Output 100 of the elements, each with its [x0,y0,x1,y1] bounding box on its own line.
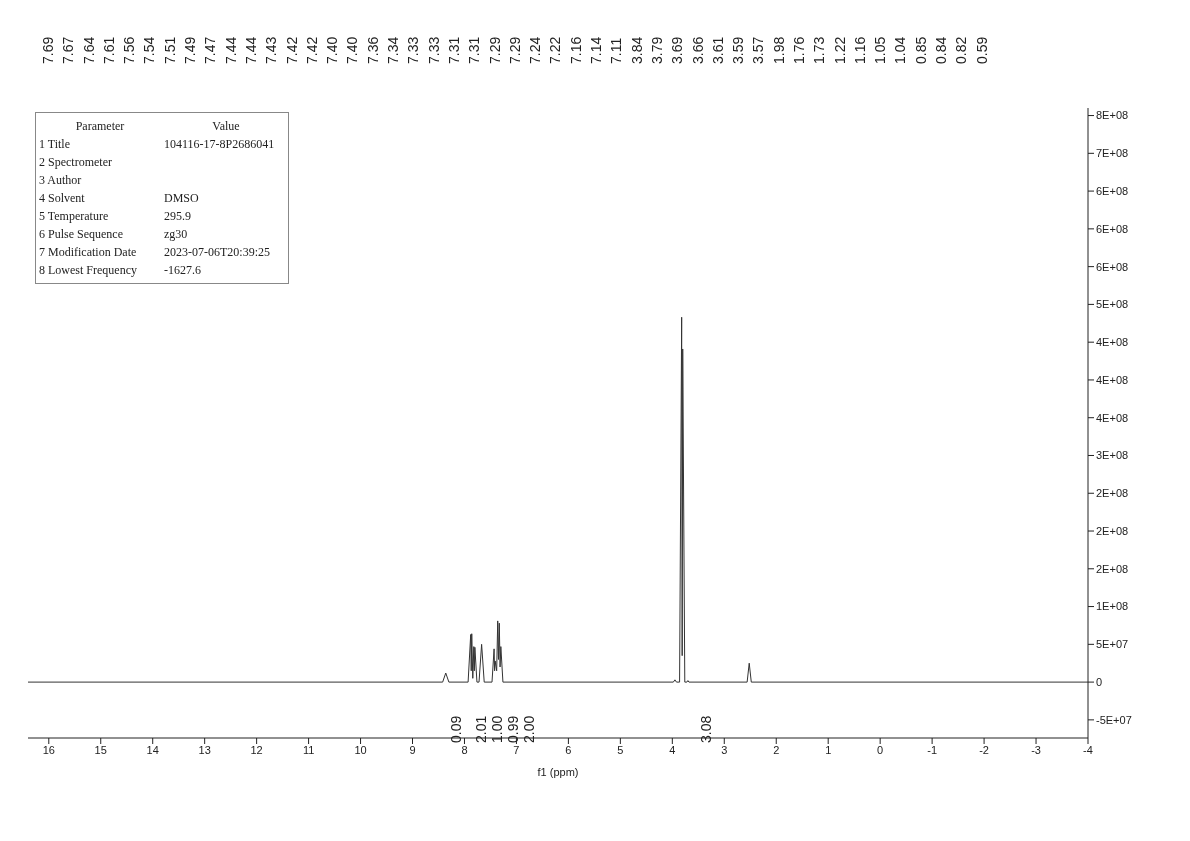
x-tick-label: 5 [617,743,624,756]
x-tick-label: 7 [513,743,520,756]
annotation: zg30 [163,226,189,242]
text: 7.44 [222,36,239,64]
text: 3.59 [730,36,747,64]
text: 7.40 [324,36,341,64]
text: 0.59 [973,36,990,64]
annotation: 3.08 [698,715,714,743]
annotation: Parameter [74,118,126,134]
text: 7.43 [263,36,280,64]
x-tick-label: -2 [979,743,989,756]
text: 7.40 [344,36,361,64]
annotation: 5 Temperature [38,208,110,224]
text: 7.42 [283,36,300,64]
text: 0.82 [953,36,970,64]
text: 7.33 [405,36,422,64]
text: 7.56 [121,36,138,64]
annotation: 295.9 [163,208,193,224]
text: 7.69 [40,36,56,64]
text: 7.61 [100,36,117,64]
annotation: 0.09 [448,715,464,743]
x-axis-title: f1 (ppm) [537,766,579,778]
y-tick-label: 4E+08 [1096,336,1129,349]
text: 3.61 [709,36,726,64]
x-tick-label: 9 [409,743,416,756]
text: 7.31 [466,36,483,64]
x-tick-label: -1 [927,743,938,756]
text: 3.66 [689,36,706,64]
text: 0.84 [933,36,950,64]
text: 1.73 [811,36,828,64]
y-tick-label: 8E+08 [1096,109,1129,122]
text: 3.84 [628,36,645,64]
x-tick-label: 10 [354,743,367,756]
text: 7.42 [303,36,320,64]
text: 1.22 [831,36,848,64]
x-tick-label: 0 [877,743,884,756]
annotation: 7 Modification Date [38,244,138,260]
text: 7.22 [547,36,564,64]
y-tick-label: 2E+08 [1096,524,1129,537]
annotation: 2023-07-06T20:39:25 [163,244,272,260]
text: 7.31 [445,36,462,64]
text: 7.49 [182,36,199,64]
text: 7.47 [202,36,219,64]
y-tick-label: 6E+08 [1096,260,1129,273]
annotation: 4 Solvent [38,190,86,206]
annotation: 1 Title [38,136,72,152]
y-tick-label: 4E+08 [1096,373,1129,386]
y-tick-label: 2E+08 [1096,562,1129,575]
text: 1.05 [872,36,889,64]
y-tick-label: 3E+08 [1096,449,1129,462]
text: 7.24 [527,36,544,64]
annotation: 104116-17-8P2686041 [163,136,276,152]
annotation: DMSO [163,190,200,206]
x-tick-label: -3 [1031,743,1041,756]
line-series [28,316,1088,683]
annotation: 6 Pulse Sequence [38,226,124,242]
text: 3.69 [669,36,686,64]
x-tick-label: 2 [773,743,780,756]
y-tick-label: 6E+08 [1096,222,1129,235]
x-tick-label: 3 [721,743,728,756]
text: 7.67 [60,36,77,64]
text: 3.57 [750,36,767,64]
y-tick-label: 2E+08 [1096,487,1129,500]
text: 7.11 [608,37,625,64]
x-tick-label: 15 [94,743,107,756]
text: 1.16 [851,36,868,64]
text: 7.16 [567,36,584,64]
text: 7.54 [141,36,158,64]
text: 7.64 [80,36,97,64]
text: 7.29 [506,36,523,64]
annotation: 0.99 [505,715,521,743]
text: 7.34 [385,36,402,64]
x-tick-label: 4 [669,743,676,756]
y-tick-label: 1E+08 [1096,600,1129,613]
y-tick-label: 4E+08 [1096,411,1129,424]
x-tick-label: 14 [146,743,159,756]
y-tick-label: 0 [1096,676,1103,689]
text: 7.29 [486,36,503,64]
y-tick-label: 5E+07 [1096,638,1129,651]
annotation: 2.00 [521,715,537,743]
annotation: -1627.6 [163,262,203,278]
x-tick-label: 16 [42,743,55,756]
text: 0.85 [912,36,929,64]
annotation: 1.00 [489,715,505,743]
x-tick-label: 8 [461,743,468,756]
text: 7.33 [425,36,442,64]
x-tick-label: 11 [302,743,315,756]
text: 1.04 [892,36,909,64]
y-tick-label: 6E+08 [1096,185,1129,197]
x-tick-label: 1 [825,743,832,756]
x-tick-label: -4 [1083,743,1093,756]
annotation: 3 Author [38,172,83,188]
annotation: 2 Spectrometer [38,154,113,170]
y-tick-label: -5E+07 [1096,713,1132,726]
annotation: 8 Lowest Frequency [38,262,138,278]
x-tick-label: 12 [250,743,263,756]
text: 7.36 [364,36,381,64]
text: 3.79 [648,36,665,64]
y-tick-label: 7E+08 [1096,147,1129,160]
annotation: Value [211,118,241,134]
